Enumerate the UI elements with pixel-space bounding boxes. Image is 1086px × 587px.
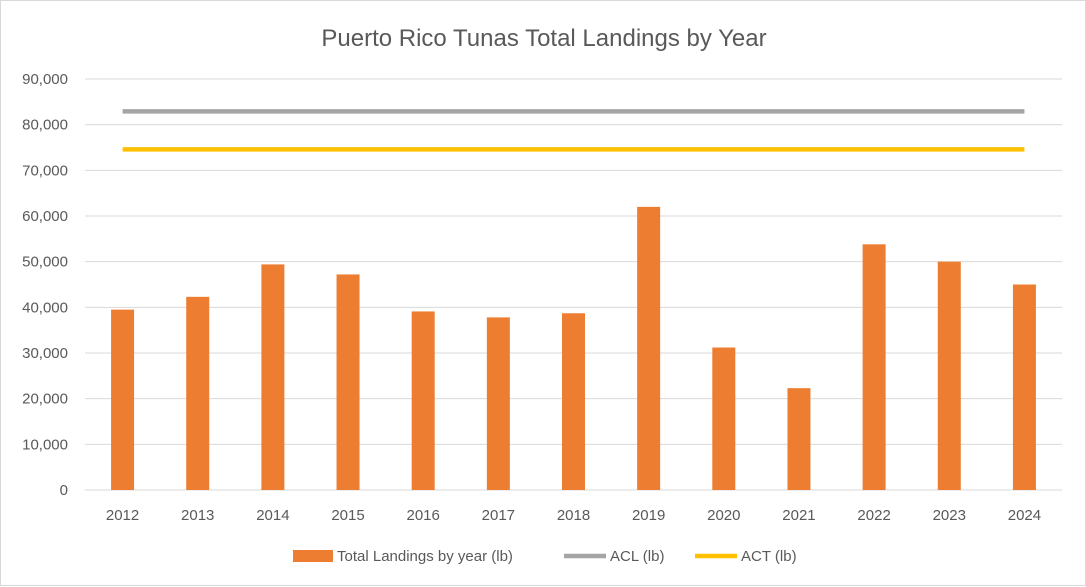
y-axis-ticks: 0 10,000 20,000 30,000 40,000 50,000 60,000 70,… [22,71,68,499]
y-tick-label: 20,000 [22,391,68,408]
y-tick-label: 90,000 [22,71,68,88]
y-tick-label: 0 [60,482,68,499]
y-tick-label: 10,000 [22,436,68,453]
y-tick-label: 30,000 [22,345,68,362]
x-tick-label: 2017 [482,507,515,524]
bars [111,206,1036,490]
x-tick-label: 2015 [331,507,364,524]
bar-2016 [411,311,435,490]
x-tick-label: 2019 [632,507,665,524]
chart-title: Puerto Rico Tunas Total Landings by Year [321,25,766,52]
reference-lines [122,109,1025,152]
x-tick-label: 2014 [256,507,289,524]
x-tick-label: 2021 [782,507,815,524]
bar-2021 [787,388,811,490]
bar-2018 [562,313,585,490]
bar-2015 [336,274,360,490]
gridlines [85,78,1062,491]
x-tick-label: 2013 [181,507,214,524]
x-tick-label: 2024 [1008,507,1041,524]
legend: Total Landings by year (lb) ACL (lb) ACT (… [293,548,797,565]
bar-2014 [261,264,285,490]
bar-2023 [937,261,961,490]
x-axis-ticks: 2012 2013 2014 2015 2016 2017 2018 2019 2020 2021… [106,507,1041,524]
legend-swatch-landings [293,550,333,562]
bar-2013 [186,296,210,490]
y-tick-label: 50,000 [22,254,68,271]
bar-2019 [637,206,661,490]
bar-2012 [111,309,135,490]
y-tick-label: 70,000 [22,162,68,179]
x-tick-label: 2012 [106,507,139,524]
x-tick-label: 2020 [707,507,740,524]
x-tick-label: 2018 [557,507,590,524]
x-tick-label: 2023 [933,507,966,524]
x-tick-label: 2022 [857,507,890,524]
legend-label: ACT (lb) [741,548,797,565]
legend-label: ACL (lb) [610,548,664,565]
y-tick-label: 60,000 [22,208,68,225]
bar-2017 [486,317,510,490]
y-tick-label: 40,000 [22,299,68,316]
y-tick-label: 80,000 [22,117,68,134]
x-tick-label: 2016 [407,507,440,524]
bar-2020 [712,347,736,490]
legend-label: Total Landings by year (lb) [337,548,513,565]
bar-2024 [1012,284,1036,490]
bar-2022 [862,244,886,490]
